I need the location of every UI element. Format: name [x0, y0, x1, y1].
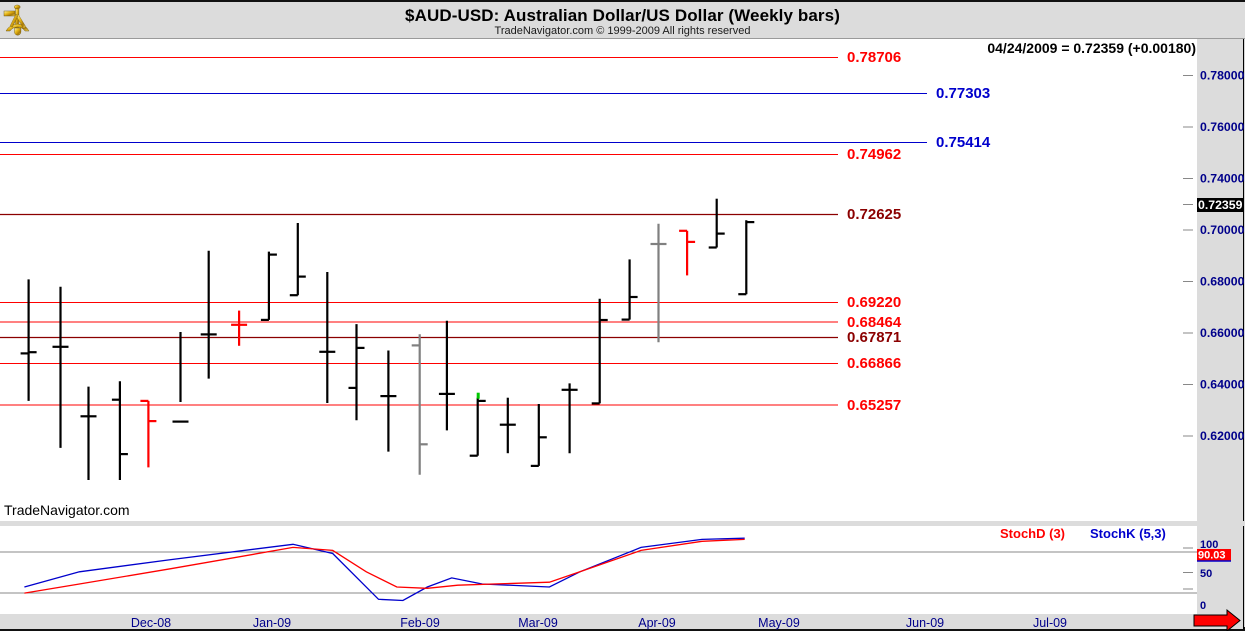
svg-text:0.64000: 0.64000: [1200, 378, 1245, 392]
svg-text:0.72625: 0.72625: [847, 206, 901, 223]
svg-text:0: 0: [1200, 600, 1206, 612]
svg-text:May-09: May-09: [758, 616, 800, 630]
svg-text:50: 50: [1200, 568, 1212, 580]
svg-text:0.78706: 0.78706: [847, 49, 901, 66]
svg-text:0.66866: 0.66866: [847, 355, 901, 372]
svg-text:0.68000: 0.68000: [1200, 275, 1245, 289]
svg-text:0.74962: 0.74962: [847, 146, 901, 163]
svg-text:0.66000: 0.66000: [1200, 326, 1245, 340]
svg-text:Feb-09: Feb-09: [400, 616, 440, 630]
svg-text:Apr-09: Apr-09: [638, 616, 676, 630]
svg-text:Dec-08: Dec-08: [131, 616, 171, 630]
svg-text:0.72359: 0.72359: [1198, 198, 1243, 212]
svg-text:0.76000: 0.76000: [1200, 120, 1245, 134]
svg-text:0.78000: 0.78000: [1200, 69, 1245, 83]
svg-text:0.69220: 0.69220: [847, 294, 901, 311]
svg-text:0.67871: 0.67871: [847, 329, 901, 346]
svg-text:Jul-09: Jul-09: [1033, 616, 1067, 630]
svg-text:0.74000: 0.74000: [1200, 172, 1245, 186]
svg-text:0.70000: 0.70000: [1200, 223, 1245, 237]
svg-text:Jun-09: Jun-09: [906, 616, 944, 630]
svg-text:Jan-09: Jan-09: [253, 616, 291, 630]
svg-text:0.62000: 0.62000: [1200, 429, 1245, 443]
svg-text:StochK (5,3): StochK (5,3): [1090, 526, 1166, 541]
svg-text:0.65257: 0.65257: [847, 397, 901, 414]
svg-text:Mar-09: Mar-09: [518, 616, 558, 630]
svg-text:TradeNavigator.com: TradeNavigator.com: [4, 502, 130, 518]
svg-text:StochD (3): StochD (3): [1000, 526, 1065, 541]
svg-text:90.03: 90.03: [1198, 550, 1226, 562]
svg-text:0.77303: 0.77303: [936, 85, 990, 102]
svg-text:0.75414: 0.75414: [936, 134, 991, 151]
